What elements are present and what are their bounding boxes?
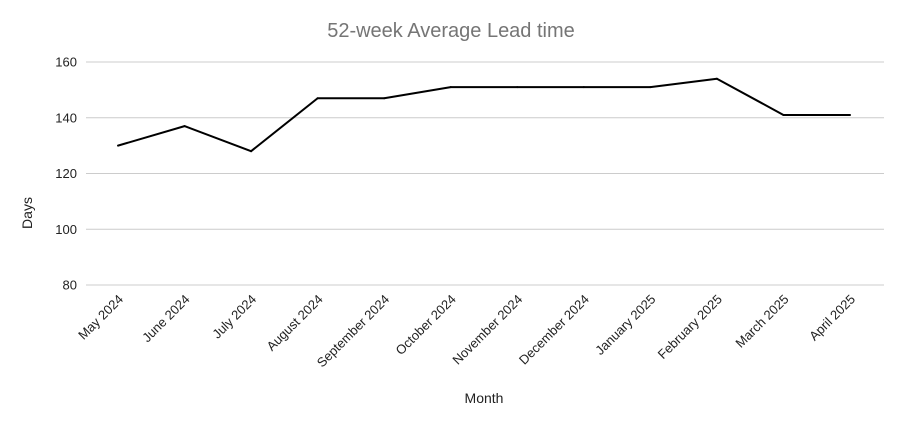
x-tick-label: May 2024: [75, 292, 126, 343]
chart-title: 52-week Average Lead time: [327, 20, 575, 42]
y-tick-label: 80: [63, 278, 77, 293]
data-point: [782, 113, 785, 116]
data-point: [449, 86, 452, 89]
data-point: [582, 86, 585, 89]
data-point: [250, 150, 253, 153]
x-tick-label: April 2025: [806, 292, 858, 344]
y-axis-ticks: 80 100 120 140 160: [55, 55, 77, 293]
series-group: [117, 77, 851, 153]
data-point: [183, 125, 186, 128]
x-axis-label: Month: [465, 390, 504, 406]
data-point: [316, 97, 319, 100]
y-tick-label: 100: [55, 222, 77, 237]
y-tick-label: 120: [55, 166, 77, 181]
x-tick-label: February 2025: [655, 292, 725, 362]
y-tick-label: 140: [55, 110, 77, 125]
y-tick-label: 160: [55, 55, 77, 70]
x-tick-label: September 2024: [314, 292, 393, 371]
x-tick-label: August 2024: [264, 292, 326, 354]
x-tick-label: October 2024: [393, 292, 459, 358]
x-tick-label: June 2024: [139, 292, 193, 346]
data-point: [383, 97, 386, 100]
x-axis-ticks: May 2024 June 2024 July 2024 August 2024Sep…: [75, 292, 858, 371]
data-point: [516, 86, 519, 89]
data-point: [849, 113, 851, 116]
x-tick-label: December 2024: [516, 292, 592, 368]
y-axis-label: Days: [19, 197, 35, 229]
series-line: [117, 77, 850, 153]
x-tick-label: January 2025: [592, 292, 658, 358]
x-tick-label: July 2024: [209, 292, 259, 342]
x-tick-label: November 2024: [449, 292, 525, 368]
data-point: [649, 86, 652, 89]
gridlines: [86, 61, 884, 286]
data-point: [117, 144, 119, 147]
data-point: [715, 77, 718, 80]
x-tick-label: March 2025: [732, 292, 791, 351]
